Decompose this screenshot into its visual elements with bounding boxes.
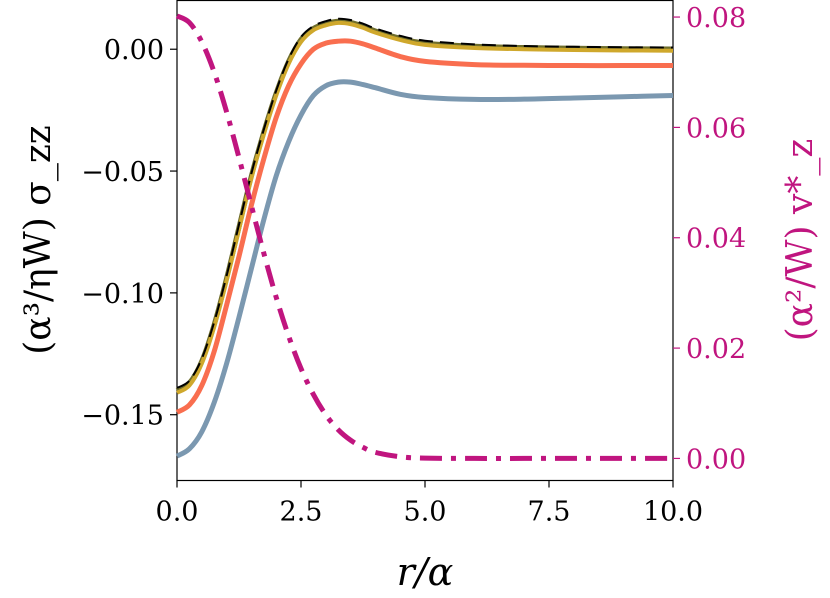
x-axis-ticks: 0.0 2.5 5.0 7.5 10.0: [156, 480, 703, 528]
x-tick-label: 0.0: [156, 497, 199, 528]
y-right-axis-ticks: 0.00 0.02 0.04 0.06 0.08: [673, 3, 746, 475]
y-right-tick-label: 0.06: [686, 113, 746, 144]
x-tick-label: 10.0: [643, 497, 703, 528]
x-tick-label: 7.5: [528, 497, 571, 528]
y-right-tick-label: 0.08: [686, 3, 746, 34]
y-left-tick-label: −0.10: [81, 279, 164, 310]
y-left-tick-label: 0.00: [104, 35, 164, 66]
y-right-tick-label: 0.04: [686, 224, 746, 255]
series-line-sigma-zz-gold: [175, 20, 674, 395]
y-left-tick-label: −0.05: [81, 157, 164, 188]
y-left-axis-ticks: 0.00 −0.05 −0.10 −0.15: [81, 35, 177, 432]
x-tick-label: 5.0: [404, 497, 447, 528]
series-line-sigma-zz-blue: [175, 79, 674, 459]
series-line-v-z-star: [175, 13, 673, 461]
y-right-tick-label: 0.00: [686, 444, 746, 475]
series-line-sigma-zz-orange: [175, 38, 673, 415]
y-right-tick-label: 0.02: [686, 334, 746, 365]
y-left-axis-title: (α³/ηW) σ_zz: [18, 125, 59, 354]
y-left-tick-label: −0.15: [81, 401, 164, 432]
series-line-sigma-zz-black-dashed: [176, 17, 674, 389]
plot-frame: [176, 0, 674, 482]
x-tick-label: 2.5: [280, 497, 323, 528]
x-axis-title: r/α: [397, 550, 454, 594]
y-right-axis-title: (α²/W) v*_z: [780, 139, 821, 342]
